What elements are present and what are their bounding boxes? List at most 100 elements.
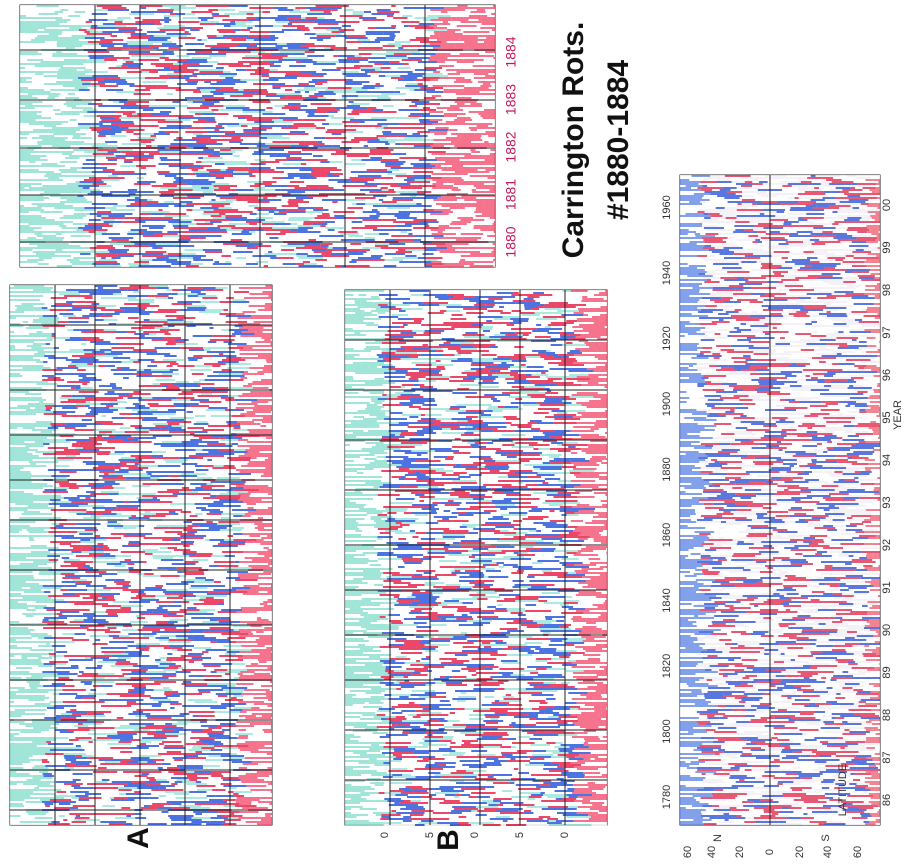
stripe <box>268 493 272 495</box>
stripe <box>95 343 101 345</box>
stripe <box>10 633 20 635</box>
stripe <box>239 629 264 631</box>
stripe <box>115 467 121 469</box>
stripe <box>33 561 57 563</box>
stripe <box>67 351 92 353</box>
stripe <box>116 305 137 307</box>
stripe <box>167 613 177 615</box>
stripe <box>26 615 34 617</box>
stripe <box>254 607 271 609</box>
stripe <box>164 459 189 461</box>
stripe <box>162 441 182 443</box>
stripe <box>254 333 272 335</box>
stripe <box>94 451 110 453</box>
stripe <box>222 357 227 359</box>
stripe <box>56 715 65 717</box>
stripe <box>213 461 223 463</box>
stripe <box>116 507 138 509</box>
stripe <box>60 473 83 475</box>
stripe <box>95 367 117 369</box>
stripe <box>214 581 221 583</box>
stripe <box>33 501 51 503</box>
stripe <box>156 437 164 439</box>
stripe <box>130 367 154 369</box>
stripe <box>123 525 139 527</box>
stripe <box>204 675 221 677</box>
stripe <box>96 373 114 375</box>
stripe <box>227 423 240 425</box>
stripe <box>86 401 90 403</box>
stripe <box>103 745 113 747</box>
stripe <box>43 685 61 687</box>
stripe <box>184 341 207 343</box>
stripe <box>77 585 86 587</box>
stripe <box>242 609 253 611</box>
stripe <box>237 697 254 699</box>
stripe <box>86 361 100 363</box>
stripe <box>161 509 183 511</box>
stripe <box>187 525 199 527</box>
stripe <box>123 589 140 591</box>
stripe <box>132 351 158 353</box>
stripe <box>102 723 118 725</box>
stripe <box>56 303 60 305</box>
stripe <box>247 503 256 505</box>
stripe <box>56 297 62 299</box>
stripe <box>152 611 170 613</box>
stripe <box>208 367 227 369</box>
stripe <box>43 295 64 297</box>
stripe <box>68 729 90 731</box>
stripe <box>116 627 142 629</box>
stripe <box>234 553 258 555</box>
stripe <box>10 677 21 679</box>
stripe <box>152 481 160 483</box>
stripe <box>31 507 54 509</box>
stripe <box>180 395 197 397</box>
stripe <box>138 301 154 303</box>
stripe <box>214 613 239 615</box>
stripe <box>229 473 251 475</box>
stripe <box>107 441 132 443</box>
stripe <box>63 365 68 367</box>
stripe <box>10 669 34 671</box>
stripe <box>40 287 53 289</box>
stripe <box>119 491 130 493</box>
stripe <box>128 647 137 649</box>
stripe <box>188 589 204 591</box>
stripe <box>213 447 238 449</box>
stripe <box>36 587 62 589</box>
stripe <box>91 583 98 585</box>
stripe <box>66 289 91 291</box>
stripe <box>124 309 145 311</box>
stripe <box>188 653 204 655</box>
stripe <box>34 629 39 631</box>
stripe <box>221 609 242 611</box>
stripe <box>182 441 200 443</box>
stripe <box>62 657 84 659</box>
stripe <box>204 427 209 429</box>
stripe <box>90 477 102 479</box>
stripe <box>220 559 230 561</box>
stripe <box>39 401 43 403</box>
stripe <box>230 487 244 489</box>
stripe <box>111 351 132 353</box>
stripe <box>93 467 115 469</box>
stripe <box>15 353 34 355</box>
stripe <box>49 619 59 621</box>
stripe <box>150 707 170 709</box>
stripe <box>10 311 24 313</box>
stripe <box>262 743 269 745</box>
stripe <box>195 487 203 489</box>
stripe <box>106 585 116 587</box>
stripe <box>36 463 48 465</box>
stripe <box>173 365 178 367</box>
stripe <box>116 639 138 641</box>
stripe <box>243 441 247 443</box>
stripe <box>213 335 236 337</box>
stripe <box>264 527 272 529</box>
stripe <box>115 327 131 329</box>
stripe <box>48 377 61 379</box>
stripe <box>78 367 95 369</box>
stripe <box>68 515 91 517</box>
stripe <box>59 483 71 485</box>
